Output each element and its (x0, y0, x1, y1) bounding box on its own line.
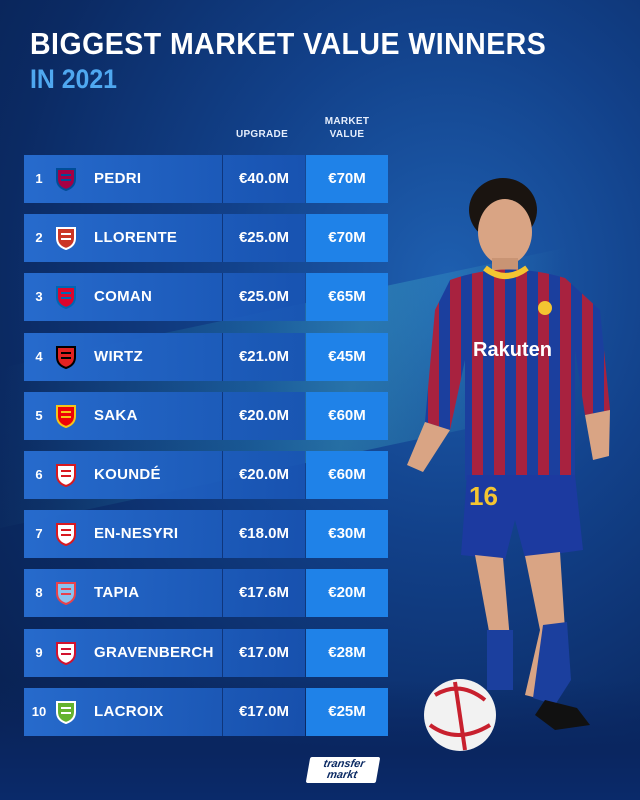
player-photo: Rakuten 16 (407, 178, 610, 751)
ajax-crest-icon (56, 641, 76, 665)
player-name: LACROIX (94, 702, 164, 720)
table-row: 4 WIRTZ €21.0M €45M (24, 332, 388, 381)
rank-number: 8 (35, 585, 43, 601)
table-row: 10 LACROIX €17.0M €25M (24, 687, 388, 736)
player-name: WIRTZ (94, 347, 143, 365)
upgrade-value: €20.0M (238, 466, 290, 483)
shorts-number: 16 (469, 481, 498, 511)
rank-number: 9 (35, 644, 43, 660)
market-value: €28M (328, 643, 366, 661)
wolfsburg-crest-icon (56, 700, 76, 724)
upgrade-value: €17.0M (238, 702, 290, 720)
market-value: €65M (328, 288, 366, 306)
market-value-box (306, 510, 388, 559)
atletico-madrid-crest-icon (56, 227, 76, 251)
page-subtitle: IN 2021 (30, 64, 118, 94)
rank-number: 4 (35, 348, 43, 364)
column-header-market-value-line2: VALUE (329, 129, 365, 140)
upgrade-value: €21.0M (238, 347, 290, 365)
player-name: EN-NESYRI (94, 525, 179, 543)
row-divider (222, 569, 223, 618)
market-value: €60M (328, 406, 366, 424)
table-row: 8 TAPIA €17.6M €20M (24, 569, 388, 618)
upgrade-value: €17.0M (238, 643, 290, 661)
market-value: €25M (328, 702, 366, 720)
market-value: €60M (328, 466, 366, 483)
market-value-box (306, 214, 388, 263)
row-divider (222, 510, 223, 559)
upgrade-value: €25.0M (238, 288, 290, 306)
market-value-box (306, 451, 388, 499)
row-divider (222, 332, 223, 381)
row-divider (222, 687, 223, 736)
table-row: 5 SAKA €20.0M €60M (24, 391, 388, 440)
upgrade-value: €20.0M (238, 406, 290, 424)
transfermarkt-logo: transfer markt (305, 757, 381, 783)
row-divider (222, 451, 223, 499)
column-header-market-value: MARKET VALUE (306, 115, 388, 141)
market-value-box (306, 391, 388, 440)
row-divider (222, 155, 223, 203)
row-divider (222, 628, 223, 677)
market-value-box (306, 273, 388, 322)
player-name: GRAVENBERCH (94, 643, 214, 661)
table-row: 2 LLORENTE €25.0M €70M (24, 214, 388, 263)
sevilla-crest-icon (56, 464, 76, 487)
bayern-munich-crest-icon (56, 286, 76, 310)
upgrade-value: €40.0M (238, 170, 290, 187)
row-divider (222, 214, 223, 263)
row-divider (222, 391, 223, 440)
fc-barcelona-crest-icon (56, 168, 76, 191)
bayer-leverkusen-crest-icon (56, 345, 76, 369)
table-row: 1 PEDRI €40.0M €70M (24, 155, 388, 203)
market-value: €20M (328, 584, 366, 602)
logo-line-2: markt (326, 769, 359, 781)
table-row: 3 COMAN €25.0M €65M (24, 273, 388, 322)
market-value-box (306, 332, 388, 381)
market-value: €70M (328, 170, 366, 187)
rank-number: 7 (35, 526, 43, 542)
market-value-box (306, 569, 388, 618)
rank-number: 2 (35, 230, 43, 246)
column-header-upgrade: UPGRADE (235, 129, 289, 140)
arsenal-crest-icon (56, 404, 76, 428)
rank-number: 10 (31, 703, 47, 719)
celta-vigo-crest-icon (56, 582, 76, 606)
player-name: SAKA (94, 406, 138, 424)
player-name: COMAN (94, 288, 153, 306)
market-value-box (306, 628, 388, 677)
market-value: €70M (328, 229, 366, 247)
market-value: €45M (328, 347, 366, 365)
sevilla-crest-icon (56, 523, 76, 547)
row-divider (222, 273, 223, 322)
rank-number: 1 (35, 171, 43, 186)
player-name: PEDRI (94, 170, 142, 187)
column-header-market-value-line1: MARKET (324, 116, 370, 127)
market-value: €30M (328, 525, 366, 543)
upgrade-value: €17.6M (238, 584, 290, 602)
player-name: LLORENTE (94, 229, 178, 247)
rank-number: 5 (35, 407, 43, 423)
upgrade-value: €25.0M (238, 229, 290, 247)
market-value-box (306, 155, 388, 203)
table-row: 6 KOUNDÉ €20.0M €60M (24, 451, 388, 499)
table-row: 9 GRAVENBERCH €17.0M €28M (24, 628, 388, 677)
shirt-sponsor: Rakuten (473, 339, 552, 361)
player-name: KOUNDÉ (94, 466, 161, 483)
market-value-box (306, 687, 388, 736)
table-row: 7 EN-NESYRI €18.0M €30M (24, 510, 388, 559)
upgrade-value: €18.0M (238, 525, 290, 543)
page-title: BIGGEST MARKET VALUE WINNERS (30, 26, 547, 61)
rank-number: 6 (35, 467, 43, 482)
rank-number: 3 (35, 289, 43, 305)
player-name: TAPIA (94, 584, 140, 602)
